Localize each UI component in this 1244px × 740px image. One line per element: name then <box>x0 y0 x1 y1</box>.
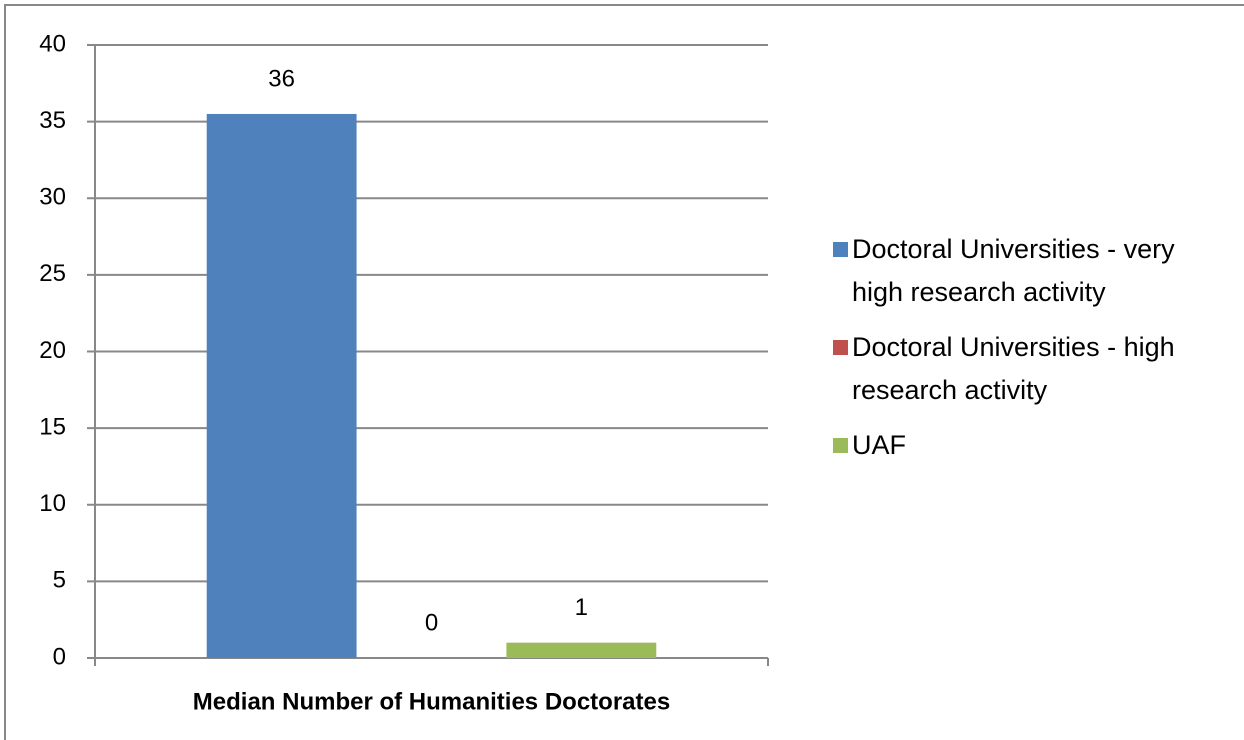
bar <box>206 113 357 658</box>
y-tick-label: 15 <box>39 413 66 440</box>
legend: Doctoral Universities - very high resear… <box>828 228 1228 479</box>
legend-label: UAF <box>852 430 906 460</box>
y-tick-label: 25 <box>39 260 66 287</box>
y-tick-label: 40 <box>39 30 66 57</box>
y-tick-label: 35 <box>39 107 66 134</box>
data-label: 1 <box>575 594 588 621</box>
y-tick-label: 20 <box>39 337 66 364</box>
legend-key <box>833 242 848 257</box>
legend-key <box>833 438 848 453</box>
legend-entry: Doctoral Universities - very high resear… <box>828 228 1228 314</box>
data-label: 0 <box>425 609 438 636</box>
y-tick-label: 5 <box>53 567 66 594</box>
x-tick-label: Median Number of Humanities Doctorates <box>193 688 670 715</box>
legend-label: Doctoral Universities - very high resear… <box>852 234 1175 307</box>
legend-entry: Doctoral Universities - high research ac… <box>828 326 1228 412</box>
legend-entry: UAF <box>828 424 1228 467</box>
legend-label: Doctoral Universities - high research ac… <box>852 332 1175 405</box>
legend-key <box>833 340 848 355</box>
bar <box>506 642 657 658</box>
y-tick-label: 0 <box>53 643 66 670</box>
data-label: 36 <box>268 65 295 92</box>
y-tick-label: 10 <box>39 490 66 517</box>
y-tick-label: 30 <box>39 184 66 211</box>
chart-frame <box>4 4 1244 740</box>
